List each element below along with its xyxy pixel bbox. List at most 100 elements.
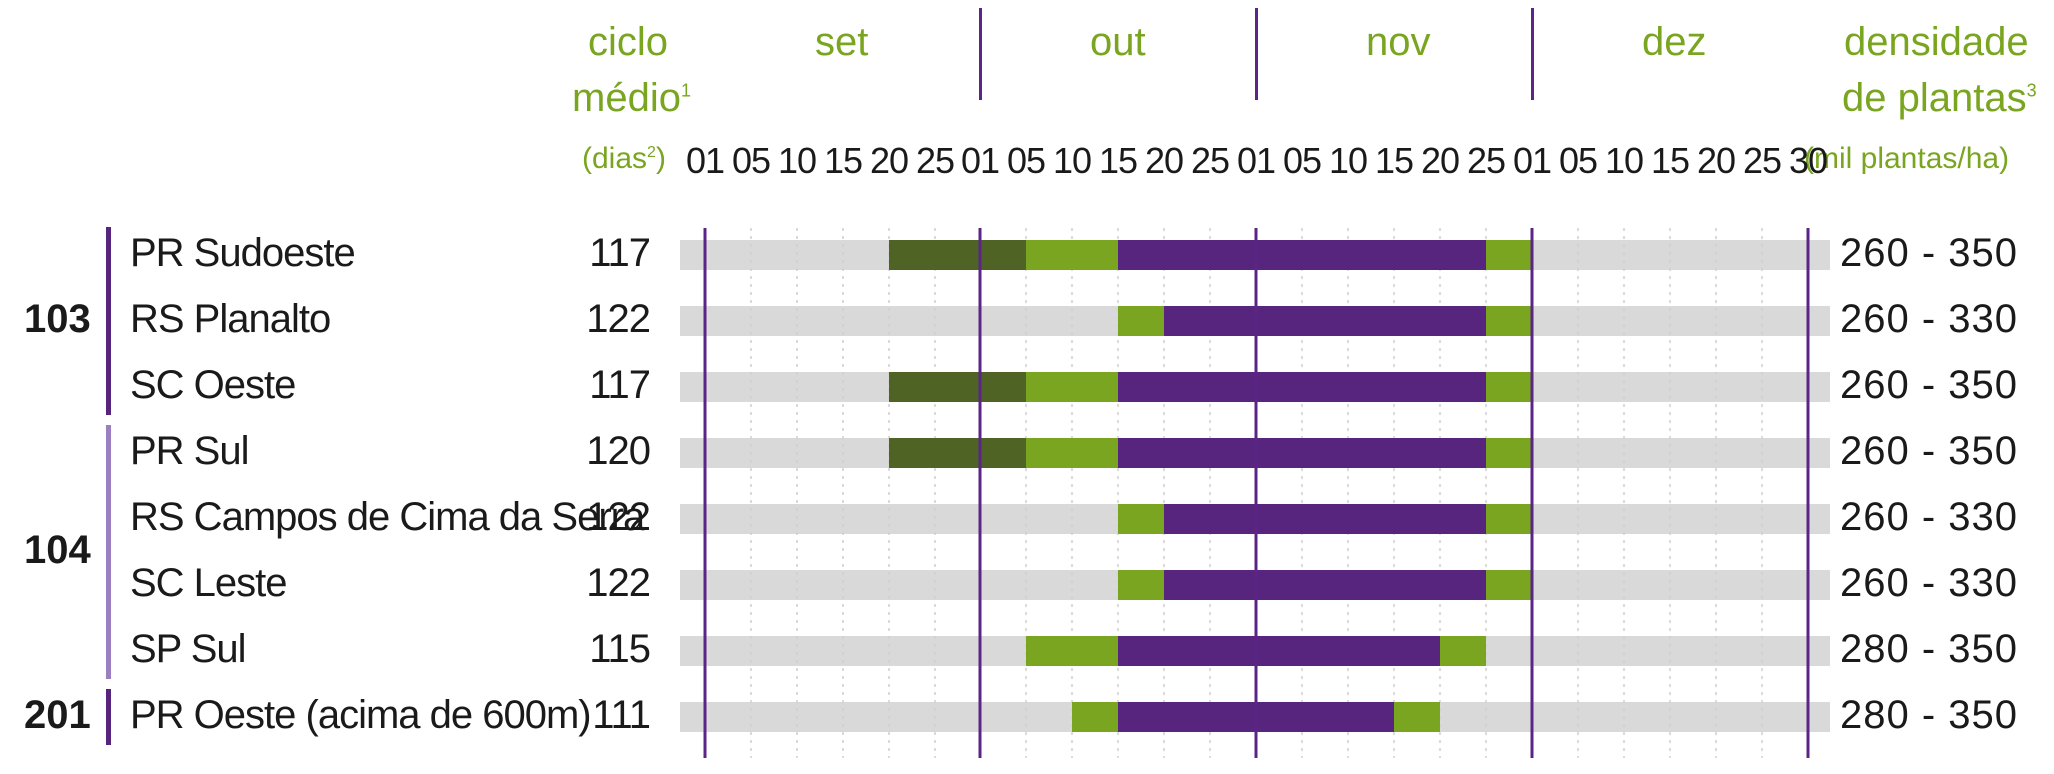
month-divider	[1531, 8, 1534, 100]
segment-light-green	[1118, 504, 1164, 534]
region-label: PR Oeste (acima de 600m)	[130, 693, 592, 737]
segment-light-green	[1394, 702, 1440, 732]
month-label-nov: nov	[1366, 20, 1431, 64]
cycle-header-line3: (dias2)	[582, 144, 666, 174]
segment-light-green	[1026, 372, 1118, 402]
cycle-header-sup2: 2	[647, 144, 656, 161]
segment-light-green	[1486, 570, 1532, 600]
tick-label: 01	[1236, 140, 1276, 181]
tick-label: 01	[1512, 140, 1552, 181]
segment-light-green	[1486, 372, 1532, 402]
tick-label: 20	[869, 140, 909, 181]
density-value: 260 - 350	[1840, 363, 2019, 407]
cycle-value: 122	[586, 561, 651, 605]
month-divider	[1255, 8, 1258, 100]
cycle-value: 120	[586, 429, 651, 473]
density-header-line3: (mil plantas/ha)	[1804, 142, 2010, 175]
cycle-value: 122	[586, 297, 651, 341]
tick-label: 10	[1328, 140, 1368, 181]
segment-light-green	[1118, 570, 1164, 600]
density-value: 260 - 330	[1840, 297, 2019, 341]
segment-light-green	[1486, 240, 1532, 270]
group-label: 201	[24, 693, 91, 737]
tick-label: 05	[1558, 140, 1598, 181]
tick-label: 25	[1742, 140, 1782, 181]
tick-label: 10	[1604, 140, 1644, 181]
cycle-header-line3-close: )	[655, 142, 666, 175]
month-divider	[979, 8, 982, 100]
density-header-line1: densidade	[1844, 20, 2029, 64]
group-bracket	[106, 425, 111, 679]
segment-light-green	[1118, 306, 1164, 336]
cycle-value: 117	[589, 363, 651, 407]
tick-label: 25	[915, 140, 955, 181]
tick-label: 20	[1696, 140, 1736, 181]
tick-label: 20	[1420, 140, 1460, 181]
segment-dark-green	[889, 438, 1026, 468]
tick-label: 05	[731, 140, 771, 181]
tick-label: 15	[1374, 140, 1414, 181]
group-label: 103	[24, 297, 91, 341]
cycle-value: 122	[586, 495, 651, 539]
density-value: 260 - 350	[1840, 429, 2019, 473]
cycle-header-line1: ciclo	[588, 20, 669, 64]
tick-label: 25	[1190, 140, 1230, 181]
month-label-out: out	[1090, 20, 1146, 64]
region-label: RS Planalto	[130, 297, 331, 341]
tick-label: 15	[1098, 140, 1138, 181]
segment-light-green	[1072, 702, 1118, 732]
density-value: 280 - 350	[1840, 627, 2019, 671]
group-label: 104	[24, 528, 91, 572]
tick-label: 10	[1052, 140, 1092, 181]
region-label: SC Leste	[130, 561, 288, 605]
cycle-header-line2-text: médio	[572, 76, 681, 120]
segment-purple	[1118, 240, 1486, 270]
density-value: 260 - 330	[1840, 561, 2019, 605]
density-header-line2-text: de plantas	[1842, 76, 2027, 120]
tick-label: 01	[960, 140, 1000, 181]
tick-label: 05	[1006, 140, 1046, 181]
segment-purple	[1118, 438, 1486, 468]
segment-dark-green	[889, 372, 1026, 402]
density-header-line2: de plantas3	[1842, 78, 2037, 118]
segment-light-green	[1026, 438, 1118, 468]
region-label: PR Sul	[130, 429, 249, 473]
segment-light-green	[1486, 504, 1532, 534]
segment-purple	[1118, 372, 1486, 402]
tick-label: 05	[1282, 140, 1322, 181]
group-bracket	[106, 227, 111, 415]
tick-label: 25	[1466, 140, 1506, 181]
segment-purple	[1118, 636, 1440, 666]
segment-light-green	[1026, 636, 1118, 666]
cycle-header-line3-text: (dias	[582, 142, 648, 175]
group-bracket	[106, 689, 111, 745]
tick-label: 15	[1650, 140, 1690, 181]
tick-label: 30	[1788, 140, 1828, 181]
cycle-value: 111	[592, 693, 651, 737]
tick-label: 15	[823, 140, 863, 181]
segment-light-green	[1026, 240, 1118, 270]
segment-light-green	[1486, 306, 1532, 336]
month-label-set: set	[815, 20, 869, 64]
density-value: 260 - 350	[1840, 231, 2019, 275]
segment-purple	[1164, 504, 1486, 534]
segment-light-green	[1486, 438, 1532, 468]
density-header-sup: 3	[2026, 80, 2037, 101]
density-value: 280 - 350	[1840, 693, 2019, 737]
tick-label: 20	[1144, 140, 1184, 181]
tick-label: 10	[777, 140, 817, 181]
cycle-value: 117	[589, 231, 651, 275]
cycle-header-sup: 1	[680, 80, 691, 101]
segment-purple	[1164, 570, 1486, 600]
region-label: PR Sudoeste	[130, 231, 356, 275]
segment-purple	[1164, 306, 1486, 336]
density-value: 260 - 330	[1840, 495, 2019, 539]
segment-dark-green	[889, 240, 1026, 270]
tick-label: 01	[685, 140, 725, 181]
region-label: SP Sul	[130, 627, 247, 671]
cycle-header-line2: médio1	[572, 78, 691, 118]
region-label: SC Oeste	[130, 363, 296, 407]
segment-light-green	[1440, 636, 1486, 666]
month-label-dez: dez	[1642, 20, 1707, 64]
